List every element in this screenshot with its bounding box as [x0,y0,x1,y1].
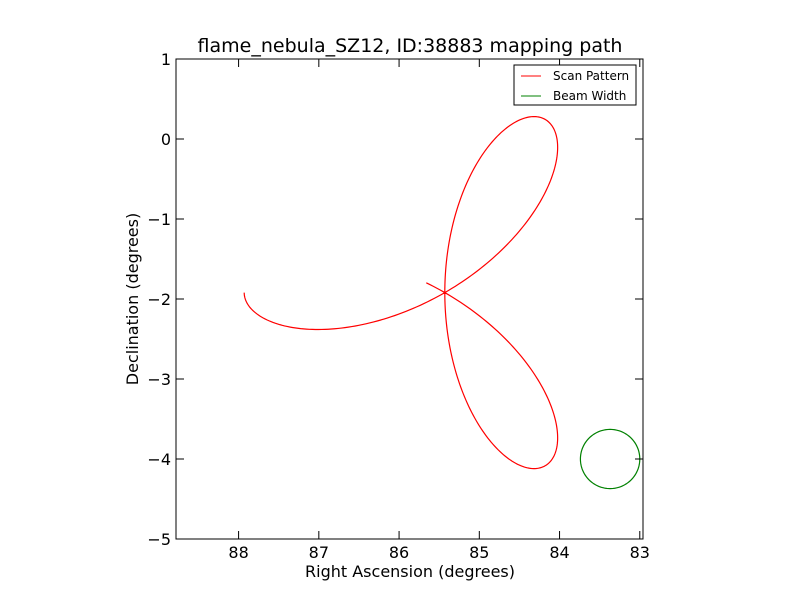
ticks-layer: 88 87 86 85 84 83 1 0 −1 −2 −3 −4 −5 [147,50,650,562]
x-axis-title: Right Ascension (degrees) [305,562,515,581]
y-tick-label: −3 [147,370,171,389]
y-tick-label: −1 [147,210,171,229]
x-tick-label: 84 [549,543,569,562]
y-axis-title: Declination (degrees) [123,213,142,385]
x-tick-label: 88 [228,543,248,562]
y-tick-label: 0 [161,130,171,149]
plot-area: 88 87 86 85 84 83 1 0 −1 −2 −3 −4 −5 [147,50,650,562]
legend-box [513,64,637,106]
y-tick-label: −2 [147,290,171,309]
axes-frame [175,58,644,540]
legend-label-scan-pattern: Scan Pattern [553,69,629,83]
y-tick-label: 1 [161,50,171,69]
legend: Scan Pattern Beam Width [513,64,637,106]
y-tick-label: −5 [147,530,171,549]
x-tick-label: 83 [630,543,650,562]
legend-label-beam-width: Beam Width [553,89,626,103]
x-tick-label: 87 [309,543,329,562]
scan-pattern-line [243,115,559,470]
y-tick-label: −4 [147,450,171,469]
x-tick-label: 85 [469,543,489,562]
chart-title: flame_nebula_SZ12, ID:38883 mapping path [198,35,623,57]
x-tick-label: 86 [389,543,409,562]
